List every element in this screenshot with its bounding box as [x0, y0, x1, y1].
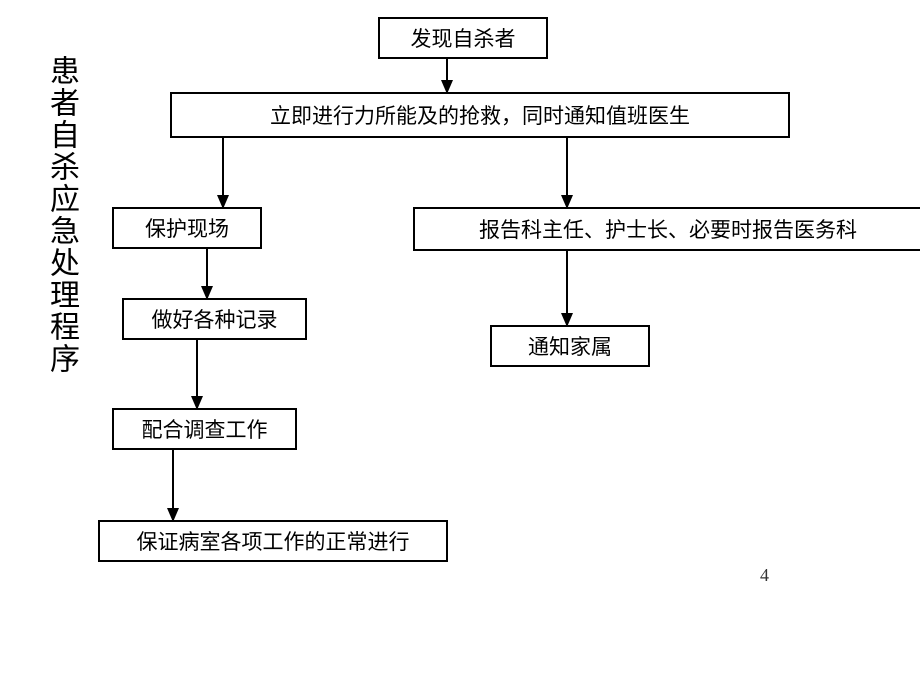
- diagram-title: 患者自杀应急处理程序: [42, 55, 81, 375]
- node-rescue: 立即进行力所能及的抢救，同时通知值班医生: [170, 92, 790, 138]
- node-protect-scene: 保护现场: [112, 207, 262, 249]
- node-discover: 发现自杀者: [378, 17, 548, 59]
- node-notify-family: 通知家属: [490, 325, 650, 367]
- page-number: 4: [760, 565, 769, 586]
- node-report: 报告科主任、护士长、必要时报告医务科: [413, 207, 920, 251]
- node-investigate: 配合调查工作: [112, 408, 297, 450]
- node-records: 做好各种记录: [122, 298, 307, 340]
- node-normal-work: 保证病室各项工作的正常进行: [98, 520, 448, 562]
